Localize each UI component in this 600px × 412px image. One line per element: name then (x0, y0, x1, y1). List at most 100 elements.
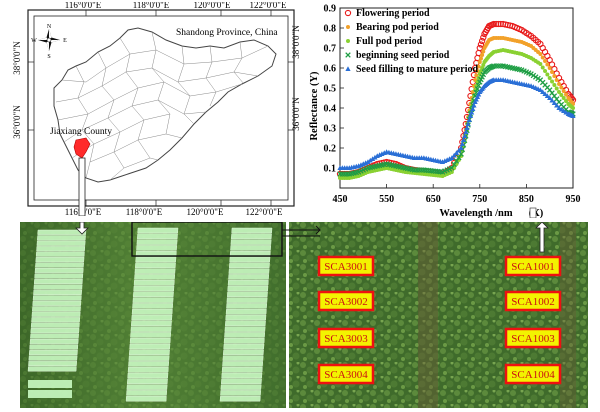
series-2-point (480, 53, 485, 57)
plot-label-left-3: SCA3003 (324, 333, 368, 345)
zoom-arrow-icon (282, 225, 321, 237)
series-4-point (449, 165, 455, 171)
series-2-point (547, 66, 552, 70)
legend-marker-4 (345, 52, 351, 58)
x-tick-label: 850 (519, 194, 534, 205)
series-5-point (456, 147, 462, 153)
experimental-plot-grid (27, 227, 273, 402)
series-2-point (478, 56, 483, 61)
plot-strip (32, 300, 82, 306)
series-2-point (538, 52, 543, 56)
zoom-source-frame (131, 222, 283, 257)
plot-label-left-4-box (317, 363, 375, 385)
map-bottom-lon-4: 122°0'0"E (246, 207, 283, 216)
series-5-point (547, 95, 553, 100)
legend-label-3: Full pod period (356, 36, 423, 47)
plot-label-right-4: SCA1004 (511, 369, 555, 381)
plot-strip (130, 326, 172, 332)
plot-strip (127, 372, 169, 379)
plot-strip (33, 289, 83, 295)
plot-label-right-3-box (504, 327, 562, 349)
series-3-point (545, 72, 550, 77)
legend-marker-1 (344, 9, 352, 17)
series-5-point (465, 121, 471, 126)
plot-strip (230, 233, 272, 240)
series-3-point (540, 65, 545, 70)
series-3-point (559, 93, 564, 97)
map-right-lat-2: 36°0'0"N (291, 97, 300, 131)
plot-strip (226, 291, 268, 298)
plot-label-left-2: SCA3002 (324, 296, 367, 308)
series-5-point (462, 133, 468, 138)
compass-n: N (47, 24, 52, 30)
chart-ylabel: Reflectance (Y) (309, 71, 320, 141)
series-5 (337, 77, 576, 170)
series-4-point (453, 158, 460, 164)
plot-strip (225, 308, 267, 315)
plot-strip (35, 257, 85, 263)
plot-label-right-4-box (504, 363, 562, 385)
plot-strip (219, 395, 261, 402)
plot-strip (231, 227, 273, 234)
series-5-point (473, 96, 479, 102)
plot-strip (131, 314, 173, 321)
series-2-point (559, 85, 564, 90)
series-2-point (557, 82, 562, 86)
series-5-point (554, 102, 560, 108)
series-3-point (538, 62, 543, 66)
top-right-pointer-icon (535, 222, 549, 253)
plot-strip (32, 306, 81, 312)
series-2-point (474, 73, 479, 78)
series-5-point (471, 102, 477, 108)
series-5-point (460, 137, 467, 142)
shandong-map-panel: 116°0'0"E 118°0'0"E 120°0'0"E 122°0'0"E … (12, 2, 300, 216)
series-5-point (469, 109, 475, 115)
series-1-point (476, 44, 483, 52)
series-5-point (365, 159, 371, 164)
plot-strip (129, 343, 171, 350)
plot-strip (221, 372, 263, 379)
field-separator (286, 222, 289, 408)
plot-strip (34, 273, 84, 279)
map-bottom-lon-3: 120°0'0"E (187, 207, 224, 216)
series-1-point (478, 37, 486, 45)
plot-strip (31, 317, 81, 323)
legend-marker-3 (346, 39, 350, 43)
map-left-lat-1: 38°0'0"N (12, 41, 22, 75)
plot-strip (136, 245, 178, 251)
plot-strip (36, 246, 86, 252)
plot-strip (222, 361, 264, 367)
plot-strip (227, 285, 269, 292)
series-4 (337, 63, 576, 177)
chart-xlabel: Wavelength /nm (439, 208, 512, 218)
series-5-point (458, 145, 464, 150)
plot-labels: SCA3001 SCA3002 SCA3003 SCA3004 SCA1001 SCA10… (317, 255, 562, 385)
map-graduations (28, 10, 294, 206)
series-2-point (475, 69, 480, 73)
plot-strip (35, 251, 85, 257)
series-5-point (542, 91, 548, 96)
series-4-point (456, 154, 462, 161)
y-tick-label: 0.2 (324, 144, 337, 155)
y-tick-label: 0.7 (324, 44, 337, 55)
plot-strip (228, 262, 270, 269)
plot-strip (230, 239, 272, 245)
county-label: Jiaxiang County (50, 127, 112, 137)
series-5-point (372, 154, 378, 160)
series-3-point (481, 63, 486, 67)
plot-strip (132, 297, 174, 303)
legend-label-4: beginning seed period (356, 50, 450, 61)
y-tick-label: 0.3 (324, 124, 337, 135)
series-3-point (554, 86, 559, 91)
series-3-point (552, 83, 557, 87)
field-aerial-image: SCA3001 SCA3002 SCA3003 SCA3004 SCA1001 SCA10… (20, 222, 588, 408)
plot-strip (130, 332, 172, 338)
compass-w: W (31, 38, 37, 44)
plot-strip (132, 291, 174, 298)
plot-strip (228, 274, 270, 280)
compass-rose-icon (38, 29, 60, 51)
reflectance-chart: 0.1 0.2 0.3 0.4 0.5 0.6 0.7 0.8 0.9 450 550 650 750 8… (309, 4, 581, 218)
plot-strip (33, 278, 83, 285)
plot-label-left-1-box (317, 255, 375, 277)
plot-strip (29, 344, 79, 350)
